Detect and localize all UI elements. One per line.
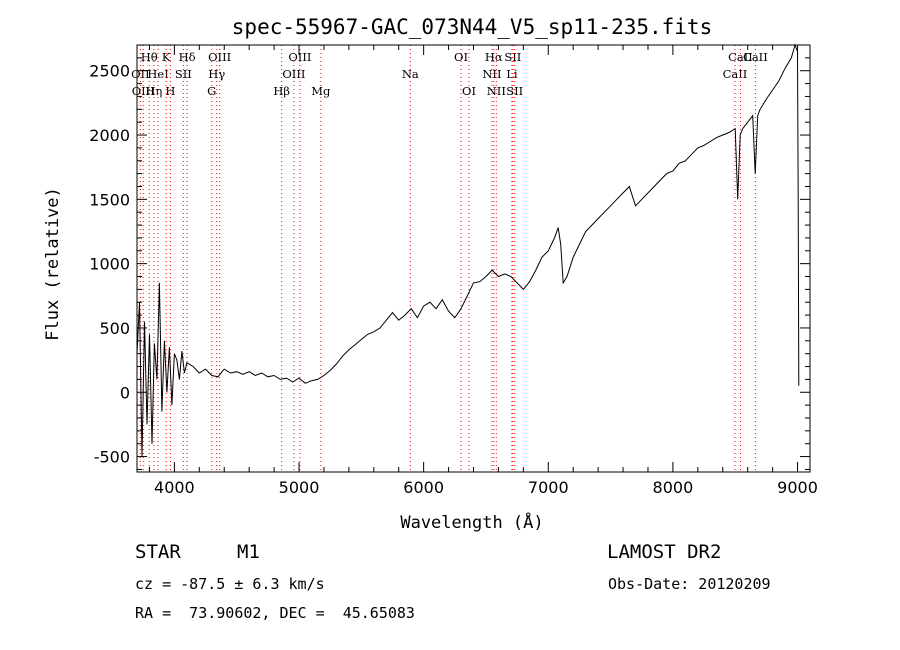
line-label-17: OI bbox=[454, 50, 468, 64]
object-class: STAR bbox=[135, 541, 181, 563]
spectrum-series-0 bbox=[136, 43, 800, 457]
emission-line-markers: OIIOIIIHθHηHeIKHSIIHδGHγOIIIHβOIIIOIIIMg… bbox=[131, 45, 768, 472]
line-label-20: Hα bbox=[485, 50, 503, 64]
x-tick-label: 9000 bbox=[777, 478, 818, 497]
x-tick-label: 8000 bbox=[653, 478, 694, 497]
line-label-13: OIII bbox=[282, 67, 305, 81]
line-label-11: OIII bbox=[208, 50, 231, 64]
line-label-7: SII bbox=[175, 67, 192, 81]
y-tick-label: 2000 bbox=[89, 126, 130, 145]
object-subclass: M1 bbox=[237, 541, 260, 563]
line-label-14: OIII bbox=[288, 50, 311, 64]
axis-ticks: 4000 5000 6000 7000 8000 9000 -500 0 500 1000 1500… bbox=[89, 44, 818, 497]
line-label-21: NII bbox=[487, 84, 506, 98]
observation-date: Obs-Date: 20120209 bbox=[608, 575, 771, 593]
line-label-6: H bbox=[165, 84, 175, 98]
x-tick-label: 4000 bbox=[154, 478, 195, 497]
x-axis-title: Wavelength (Å) bbox=[400, 511, 543, 533]
redshift-velocity: cz = -87.5 ± 6.3 km/s bbox=[135, 575, 325, 593]
line-label-23: SII bbox=[504, 50, 521, 64]
line-label-8: Hδ bbox=[179, 50, 196, 64]
line-label-10: Hγ bbox=[208, 67, 225, 81]
line-label-24: SII bbox=[506, 84, 523, 98]
line-label-12: Hβ bbox=[273, 84, 290, 98]
line-label-3: Hη bbox=[145, 84, 162, 98]
line-label-4: HeI bbox=[147, 67, 168, 81]
line-label-26: CaII bbox=[728, 50, 753, 64]
y-tick-label: 0 bbox=[120, 383, 130, 402]
x-tick-label: 6000 bbox=[403, 478, 444, 497]
survey-name: LAMOST DR2 bbox=[607, 541, 722, 563]
y-tick-label: 2500 bbox=[89, 62, 130, 81]
line-label-16: Na bbox=[402, 67, 419, 81]
line-label-27: CaII bbox=[743, 50, 768, 64]
line-label-5: K bbox=[162, 50, 171, 64]
y-tick-label: 500 bbox=[99, 319, 130, 338]
y-tick-label: -500 bbox=[94, 448, 130, 467]
line-label-18: OI bbox=[462, 84, 476, 98]
spectrum-line bbox=[136, 43, 800, 457]
line-label-25: CaII bbox=[723, 67, 748, 81]
line-label-15: Mg bbox=[311, 84, 331, 98]
chart-title: spec-55967-GAC_073N44_V5_sp11-235.fits bbox=[232, 15, 712, 39]
line-label-19: NII bbox=[482, 67, 501, 81]
y-tick-label: 1500 bbox=[89, 190, 130, 209]
x-tick-label: 5000 bbox=[279, 478, 320, 497]
spectrum-chart: spec-55967-GAC_073N44_V5_sp11-235.fits O… bbox=[43, 15, 818, 533]
x-tick-label: 7000 bbox=[528, 478, 569, 497]
line-label-2: Hθ bbox=[141, 50, 158, 64]
line-label-9: G bbox=[207, 84, 216, 98]
coordinates: RA = 73.90602, DEC = 45.65083 bbox=[135, 604, 415, 622]
y-axis-title: Flux (relative) bbox=[43, 187, 63, 341]
line-label-22: Li bbox=[506, 67, 518, 81]
plot-frame bbox=[136, 44, 811, 473]
y-tick-label: 1000 bbox=[89, 255, 130, 274]
